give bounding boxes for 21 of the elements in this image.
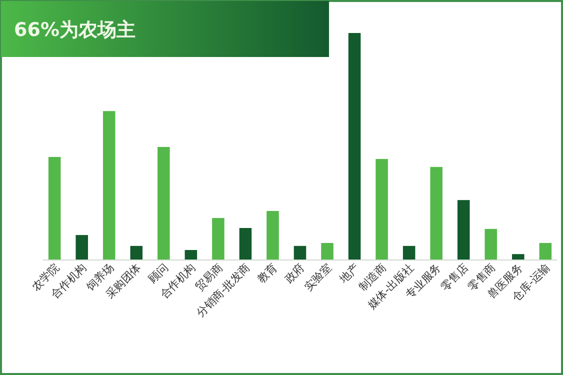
- x-tick-label: 教育: [255, 260, 280, 286]
- bar: [239, 228, 252, 260]
- bar: [376, 158, 388, 260]
- bar: [539, 242, 552, 260]
- bar: [294, 246, 306, 260]
- bar: [484, 228, 498, 260]
- bar: [348, 33, 361, 260]
- bar: [184, 250, 198, 260]
- bar: [402, 246, 416, 260]
- bar: [430, 166, 442, 260]
- chart-title: 66%为农场主: [14, 19, 136, 41]
- bar: [266, 210, 279, 260]
- bar: [158, 146, 170, 260]
- bar: [512, 254, 524, 260]
- bar: [457, 200, 470, 260]
- bar: [130, 246, 143, 260]
- bar: [48, 156, 61, 260]
- bar: [212, 218, 224, 260]
- bar: [321, 242, 334, 260]
- bar: [76, 235, 88, 260]
- bar: [102, 111, 116, 260]
